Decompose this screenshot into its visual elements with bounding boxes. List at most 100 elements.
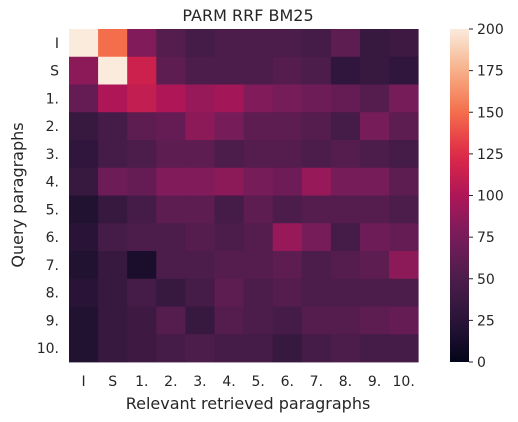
- heatmap-cell: [389, 251, 419, 280]
- heatmap-cell: [301, 195, 332, 224]
- heatmap-cell: [156, 334, 186, 363]
- heatmap-cell: [98, 140, 128, 169]
- heatmap-cell: [243, 334, 274, 363]
- heatmap-cell: [98, 251, 128, 280]
- y-axis-label: Query paragraphs: [8, 122, 27, 267]
- heatmap-cell: [272, 140, 303, 169]
- heatmap-cell: [330, 278, 361, 307]
- x-tick-label: I: [81, 374, 85, 390]
- heatmap-cell: [389, 223, 419, 252]
- colorbar-tick-label: 50: [477, 272, 495, 288]
- colorbar-tick-label: 175: [477, 64, 504, 80]
- heatmap-cell: [156, 84, 186, 113]
- heatmap-cell: [272, 334, 303, 363]
- heatmap-cell: [69, 278, 99, 307]
- heatmap-cell: [185, 56, 215, 85]
- heatmap-cell: [330, 140, 361, 169]
- heatmap-cell: [360, 278, 390, 307]
- x-tick-label: 4.: [222, 374, 235, 390]
- heatmap-cell: [360, 306, 390, 335]
- heatmap-cell: [127, 84, 157, 113]
- heatmap-cell: [272, 29, 303, 58]
- heatmap-cell: [243, 112, 274, 141]
- heatmap-cell: [214, 334, 244, 363]
- heatmap-cell: [301, 112, 332, 141]
- heatmap-cell: [301, 56, 332, 85]
- heatmap-cell: [98, 334, 128, 363]
- y-tick-label: 8.: [46, 286, 59, 302]
- heatmap-cell: [330, 167, 361, 196]
- y-tick-label: 1.: [46, 91, 59, 107]
- heatmap-cell: [185, 29, 215, 58]
- heatmap-cell: [243, 278, 274, 307]
- y-tick-labels: IS 1. 2. 3. 4. 5. 6. 7. 8. 9. 10.: [37, 36, 59, 357]
- heatmap-cell: [272, 278, 303, 307]
- x-tick-label: 1.: [135, 374, 148, 390]
- heatmap-cell: [243, 167, 274, 196]
- heatmap-cell: [156, 29, 186, 58]
- heatmap-cell: [69, 56, 99, 85]
- heatmap-cell: [301, 334, 332, 363]
- heatmap-cell: [127, 306, 157, 335]
- colorbar: [450, 29, 469, 362]
- colorbar-ticks: 0 25 50 75 100 125 150 175 200: [469, 22, 504, 371]
- heatmap-cell: [127, 140, 157, 169]
- heatmap-cell: [330, 84, 361, 113]
- heatmap-cell: [185, 195, 215, 224]
- y-tick-label: 3.: [46, 147, 59, 163]
- heatmap-cell: [127, 29, 157, 58]
- x-tick-label: 6.: [281, 374, 294, 390]
- x-tick-label: 3.: [193, 374, 206, 390]
- heatmap-cell: [69, 140, 99, 169]
- heatmap-cell: [185, 251, 215, 280]
- x-tick-label: 9.: [368, 374, 381, 390]
- heatmap-cell: [301, 84, 332, 113]
- heatmap-cell: [98, 167, 128, 196]
- heatmap-cell: [301, 167, 332, 196]
- heatmap-cell: [330, 29, 361, 58]
- heatmap-cell: [156, 195, 186, 224]
- heatmap-cell: [98, 84, 128, 113]
- heatmap-cell: [301, 223, 332, 252]
- x-tick-label: 8.: [339, 374, 352, 390]
- heatmap-cell: [330, 112, 361, 141]
- heatmap-cell: [330, 223, 361, 252]
- heatmap-cell: [127, 56, 157, 85]
- heatmap-cell: [156, 167, 186, 196]
- heatmap-cell: [185, 140, 215, 169]
- heatmap-cell: [360, 167, 390, 196]
- y-tick-label: S: [50, 64, 59, 80]
- heatmap-cell: [243, 251, 274, 280]
- heatmap-cell: [127, 223, 157, 252]
- heatmap-cell: [127, 278, 157, 307]
- heatmap-cell: [185, 84, 215, 113]
- heatmap-cell: [389, 306, 419, 335]
- heatmap-cell: [243, 306, 274, 335]
- heatmap-cell: [360, 56, 390, 85]
- colorbar-tick-label: 100: [477, 189, 504, 205]
- heatmap-cell: [360, 29, 390, 58]
- heatmap-cell: [156, 140, 186, 169]
- heatmap-cell: [185, 112, 215, 141]
- heatmap-cell: [330, 56, 361, 85]
- heatmap-cell: [389, 140, 419, 169]
- heatmap-cell: [389, 334, 419, 363]
- heatmap-cell: [214, 84, 244, 113]
- chart-title: PARM RRF BM25: [182, 6, 313, 25]
- heatmap-cell: [389, 195, 419, 224]
- heatmap-cell: [98, 29, 128, 58]
- colorbar-tick-label: 200: [477, 22, 504, 38]
- colorbar-tick-label: 125: [477, 147, 504, 163]
- heatmap-cell: [214, 29, 244, 58]
- heatmap-cell: [69, 112, 99, 141]
- heatmap-cell: [243, 223, 274, 252]
- heatmap-cell: [389, 112, 419, 141]
- heatmap-cell: [360, 334, 390, 363]
- heatmap-cell: [272, 56, 303, 85]
- heatmap-cell: [127, 334, 157, 363]
- heatmap-cell: [301, 140, 332, 169]
- heatmap-cell: [301, 251, 332, 280]
- heatmap-cell: [98, 195, 128, 224]
- y-tick-label: 5.: [46, 202, 59, 218]
